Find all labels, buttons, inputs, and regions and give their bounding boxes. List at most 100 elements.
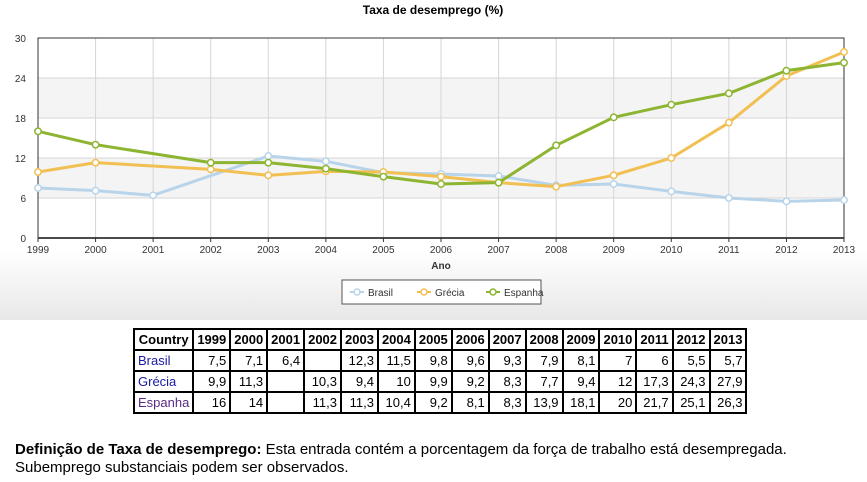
table-cell: 9,2 — [450, 370, 490, 393]
x-tick-label: 2008 — [545, 245, 568, 256]
data-point — [609, 180, 618, 188]
table-cell: 11,3 — [303, 391, 343, 414]
table-cell: 13,9 — [524, 391, 564, 414]
data-point — [264, 171, 273, 180]
x-tick-label: 2000 — [84, 245, 107, 256]
table-cell: 9,4 — [561, 370, 601, 393]
table-cell: 11,3 — [340, 391, 379, 414]
data-point — [609, 113, 618, 122]
table-cell: 10,3 — [303, 370, 343, 393]
y-tick-label: 18 — [15, 114, 27, 125]
table-cell: 7,9 — [524, 349, 564, 372]
table-cell: 14 — [229, 391, 269, 414]
table-cell: 5,5 — [671, 349, 711, 372]
header-year: 1999 — [192, 328, 232, 351]
series-line — [37, 154, 845, 203]
table-body: Brasil 7,5 7,1 6,4 12,3 11,5 9,8 9,6 9,3 7,9 8,1 7 6… — [132, 349, 748, 414]
header-year: 2008 — [524, 328, 564, 351]
legend-label: Grécia — [435, 288, 465, 299]
data-table: Country 1999 2000 2001 2002 2003 2004 2005 2006… — [132, 328, 748, 414]
data-point — [667, 100, 676, 109]
data-point — [494, 172, 503, 180]
data-point — [840, 58, 848, 67]
table-cell: 11,5 — [376, 349, 416, 372]
legend-box — [341, 279, 542, 305]
table-cell: 27,9 — [708, 370, 748, 393]
table-cell: 24,3 — [671, 370, 711, 393]
y-tick-label: 24 — [15, 74, 27, 85]
table-cell: 8,1 — [561, 349, 601, 372]
table-cell: 8,1 — [450, 391, 490, 414]
data-point — [91, 140, 100, 149]
table-row: Brasil 7,5 7,1 6,4 12,3 11,5 9,8 9,6 9,3 7,9 8,1 7 6… — [132, 349, 748, 372]
data-point — [321, 164, 330, 173]
definition-term: Definição de Taxa de desemprego: — [15, 441, 262, 458]
table-cell: 26,3 — [708, 391, 748, 414]
table-cell: 9,6 — [450, 349, 490, 372]
data-point — [552, 141, 561, 150]
data-point — [724, 118, 733, 127]
legend-marker — [489, 288, 497, 296]
x-axis-label: Ano — [431, 261, 450, 272]
table-cell: 25,1 — [671, 391, 711, 414]
data-point — [321, 157, 330, 166]
y-tick-label: 12 — [15, 154, 27, 165]
header-country: Country — [132, 328, 195, 351]
table-cell: 9,4 — [340, 370, 379, 393]
y-tick-label: 6 — [20, 194, 26, 205]
table-cell: 9,9 — [413, 370, 453, 393]
x-tick-label: 2005 — [372, 245, 395, 256]
chart-title: Taxa de desemprego (%) — [363, 3, 503, 17]
x-tick-label: 2013 — [833, 245, 856, 256]
y-tick-label: 0 — [20, 234, 26, 245]
series-line — [37, 61, 845, 186]
table-cell: 21,7 — [635, 391, 674, 414]
x-tick-label: 2001 — [142, 245, 165, 256]
header-year: 2003 — [340, 328, 379, 351]
country-link[interactable]: Espanha — [132, 391, 195, 414]
header-year: 2004 — [376, 328, 416, 351]
x-tick-label: 2003 — [257, 245, 280, 256]
data-point — [552, 182, 561, 191]
data-point — [206, 158, 215, 167]
x-tick-label: 2010 — [660, 245, 683, 256]
data-point — [264, 152, 273, 160]
table-cell: 9,9 — [192, 370, 232, 393]
table-cell: 18,1 — [561, 391, 601, 414]
country-link[interactable]: Brasil — [132, 349, 195, 372]
data-point — [437, 180, 445, 188]
x-tick-label: 2006 — [430, 245, 453, 256]
header-year: 2006 — [450, 328, 490, 351]
data-point — [667, 187, 676, 196]
table-cell: 9,8 — [413, 349, 453, 372]
table-header-row: Country 1999 2000 2001 2002 2003 2004 2005 2006… — [132, 328, 748, 351]
data-point — [667, 154, 676, 162]
series-line — [37, 50, 845, 189]
table-cell: 5,7 — [708, 349, 748, 372]
data-point — [91, 186, 100, 195]
country-link[interactable]: Grécia — [132, 370, 195, 393]
table-cell: 12,3 — [340, 349, 379, 372]
table-cell: 11,3 — [229, 370, 269, 393]
table-cell: 7 — [598, 349, 638, 372]
table-cell: 9,3 — [487, 349, 527, 372]
header-year: 2005 — [413, 328, 453, 351]
x-tick-label: 2009 — [603, 245, 626, 256]
definition-body: Esta entrada contém a porcentagem da for… — [15, 441, 787, 476]
table-cell: 8,3 — [487, 391, 527, 414]
definition-text: Definição de Taxa de desemprego: Esta en… — [15, 441, 860, 477]
data-point — [724, 89, 733, 98]
data-point — [149, 191, 158, 200]
table-cell: 17,3 — [635, 370, 674, 393]
data-point — [379, 172, 388, 181]
x-tick-label: 2007 — [487, 245, 510, 256]
table-cell: 10 — [376, 370, 416, 393]
data-point — [34, 127, 42, 136]
x-tick-label: 2012 — [775, 245, 798, 256]
table-cell — [266, 391, 306, 414]
data-point — [609, 171, 618, 180]
table-cell: 20 — [598, 391, 638, 414]
header-year: 2012 — [671, 328, 711, 351]
header-year: 2011 — [635, 328, 674, 351]
x-tick-label: 2004 — [315, 245, 338, 256]
